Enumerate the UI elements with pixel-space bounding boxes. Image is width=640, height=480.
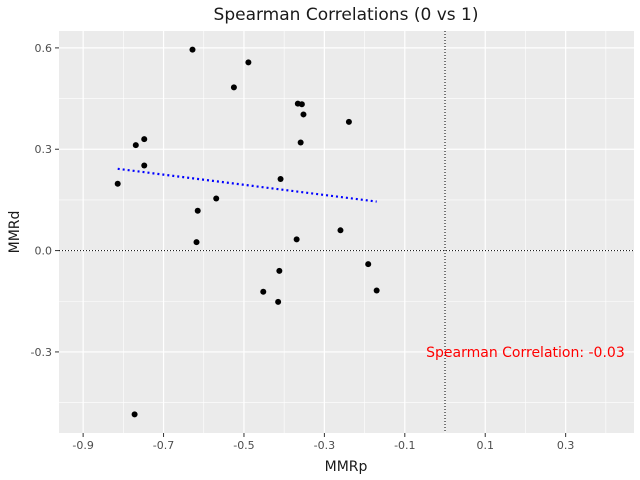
data-point <box>132 142 139 149</box>
data-point <box>194 207 201 214</box>
correlation-annotation: Spearman Correlation: -0.03 <box>426 345 625 361</box>
data-point <box>297 139 304 146</box>
data-point <box>275 298 282 305</box>
data-point <box>114 180 121 187</box>
data-point <box>345 118 352 125</box>
x-axis-title: MMRp <box>325 459 368 475</box>
data-point <box>298 101 305 108</box>
data-point <box>141 136 148 143</box>
data-point <box>373 287 380 294</box>
trend-line <box>117 167 377 203</box>
x-axis: -0.9 -0.7 -0.5 -0.3 -0.1 0.1 0.3 <box>72 433 574 452</box>
y-tick-label: 0.3 <box>35 143 53 156</box>
data-point <box>300 111 307 118</box>
x-tick-label: 0.1 <box>476 439 494 452</box>
data-point <box>193 239 200 246</box>
y-axis-title: MMRd <box>7 211 23 254</box>
data-point <box>276 267 283 274</box>
data-point <box>131 411 138 418</box>
y-tick-label: 0.0 <box>35 245 53 258</box>
data-point <box>277 175 284 182</box>
data-point <box>260 288 267 295</box>
data-point <box>293 236 300 243</box>
data-point <box>245 59 252 66</box>
data-point <box>337 227 344 234</box>
x-tick-label: -0.9 <box>72 439 93 452</box>
y-tick-label: 0.6 <box>35 42 53 55</box>
data-point <box>141 162 148 169</box>
data-point <box>213 195 220 202</box>
x-tick-label: 0.3 <box>557 439 575 452</box>
data-point <box>189 46 196 53</box>
x-tick-label: -0.7 <box>153 439 174 452</box>
y-axis: -0.3 0.0 0.3 0.6 <box>31 42 59 359</box>
plot-panel <box>59 31 634 433</box>
x-tick-label: -0.3 <box>314 439 335 452</box>
major-gridlines <box>59 31 634 433</box>
data-point <box>365 261 372 268</box>
chart-title: Spearman Correlations (0 vs 1) <box>214 5 479 25</box>
data-points <box>114 46 380 418</box>
reference-lines <box>59 31 634 433</box>
x-tick-label: -0.1 <box>394 439 415 452</box>
y-tick-label: -0.3 <box>31 346 52 359</box>
x-tick-label: -0.5 <box>233 439 254 452</box>
data-point <box>230 84 237 91</box>
